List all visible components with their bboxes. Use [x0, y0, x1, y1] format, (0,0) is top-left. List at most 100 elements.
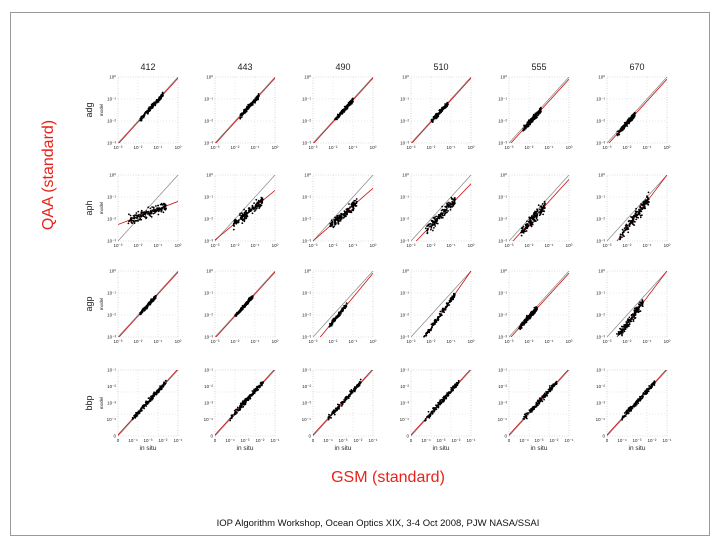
- data-point: [548, 385, 551, 387]
- data-point: [246, 107, 248, 109]
- y-tick-label: 10⁻²: [400, 217, 409, 222]
- data-point: [160, 387, 163, 390]
- panel-frame: [214, 76, 276, 144]
- data-point: [621, 127, 624, 130]
- data-point: [334, 118, 337, 121]
- data-point: [164, 207, 166, 209]
- panel-frame: [606, 369, 668, 437]
- x-tick-label: 10⁻³: [144, 438, 153, 443]
- data-point: [452, 386, 454, 389]
- data-point: [127, 222, 130, 225]
- data-point: [140, 119, 143, 122]
- data-point: [341, 213, 344, 216]
- data-point: [436, 220, 438, 223]
- x-tick-label: 10⁻¹: [154, 145, 163, 150]
- data-point: [332, 412, 335, 415]
- data-point: [349, 390, 351, 392]
- x-tick-label: 10⁻¹: [447, 339, 456, 344]
- x-tick-label: 10⁻²: [134, 243, 143, 248]
- data-point: [339, 219, 342, 222]
- data-point: [229, 417, 232, 420]
- data-point: [162, 211, 165, 214]
- data-point: [635, 218, 638, 221]
- data-point: [340, 215, 343, 218]
- data-point: [351, 391, 353, 394]
- data-point: [532, 405, 535, 408]
- data-point: [542, 396, 544, 398]
- x-tick-label: 10⁻²: [329, 145, 338, 150]
- panel-frame: [508, 174, 570, 242]
- data-point: [359, 378, 362, 381]
- x-tick-label: 10⁻¹: [447, 145, 456, 150]
- data-point: [232, 228, 235, 231]
- data-point: [539, 210, 542, 213]
- data-point: [143, 216, 146, 218]
- data-point: [522, 230, 524, 232]
- data-point: [642, 202, 645, 205]
- x-tick-label: 10⁻³: [114, 243, 123, 248]
- data-point: [157, 210, 160, 213]
- data-point: [623, 227, 626, 230]
- data-point: [352, 205, 355, 207]
- data-point: [632, 316, 634, 319]
- data-point: [430, 228, 432, 231]
- data-point: [435, 117, 437, 120]
- data-point: [448, 299, 451, 302]
- data-point: [536, 400, 539, 402]
- data-point: [632, 313, 634, 315]
- data-point: [449, 202, 451, 205]
- data-point: [631, 405, 634, 408]
- data-point: [630, 221, 633, 224]
- y-tick-label: 0: [210, 434, 213, 439]
- x-tick-label: 10⁰: [175, 339, 182, 344]
- data-point: [434, 216, 436, 219]
- data-point: [246, 399, 249, 402]
- data-point: [335, 408, 338, 411]
- x-tick-label: 10⁻¹: [663, 438, 672, 443]
- data-point: [633, 114, 636, 117]
- data-point: [627, 407, 630, 410]
- data-point: [340, 312, 342, 315]
- data-point: [451, 203, 454, 205]
- data-point: [157, 213, 160, 216]
- data-point: [152, 395, 155, 398]
- data-point: [139, 119, 142, 122]
- data-point: [338, 311, 340, 314]
- panel-frame: [410, 369, 472, 437]
- data-point: [164, 205, 167, 208]
- data-point: [349, 206, 351, 209]
- data-point: [162, 205, 165, 208]
- y-tick-label: 10⁻³: [498, 335, 507, 340]
- data-point: [633, 405, 635, 408]
- data-point: [628, 219, 631, 222]
- data-point: [164, 382, 167, 385]
- data-point: [533, 407, 535, 410]
- data-point: [160, 209, 163, 212]
- panel-adg-510: 10⁰ 10⁻¹ 10⁻² 10⁻³10⁻³ 10⁻² 10⁻¹ 10⁰: [400, 75, 474, 151]
- data-point: [256, 389, 259, 392]
- data-point: [634, 313, 637, 316]
- data-point: [621, 417, 624, 420]
- data-point: [236, 411, 238, 414]
- data-point: [427, 410, 430, 413]
- data-point: [334, 216, 336, 219]
- data-point: [537, 402, 540, 405]
- x-tick-label: 10⁻³: [407, 339, 416, 344]
- data-point: [241, 403, 244, 406]
- data-point: [424, 227, 427, 230]
- data-point: [350, 211, 353, 214]
- data-point: [334, 317, 337, 320]
- y-tick-label: 10⁰: [500, 269, 507, 274]
- data-point: [633, 214, 635, 217]
- data-point: [630, 314, 633, 316]
- data-point: [146, 111, 149, 113]
- data-point: [536, 213, 539, 216]
- data-point: [543, 394, 546, 396]
- data-point: [635, 403, 638, 406]
- data-point: [336, 218, 338, 221]
- data-point: [533, 214, 536, 217]
- x-tick-label: 10⁻²: [329, 243, 338, 248]
- panel-frame: [214, 369, 276, 437]
- data-point: [529, 410, 531, 412]
- data-point: [431, 413, 434, 415]
